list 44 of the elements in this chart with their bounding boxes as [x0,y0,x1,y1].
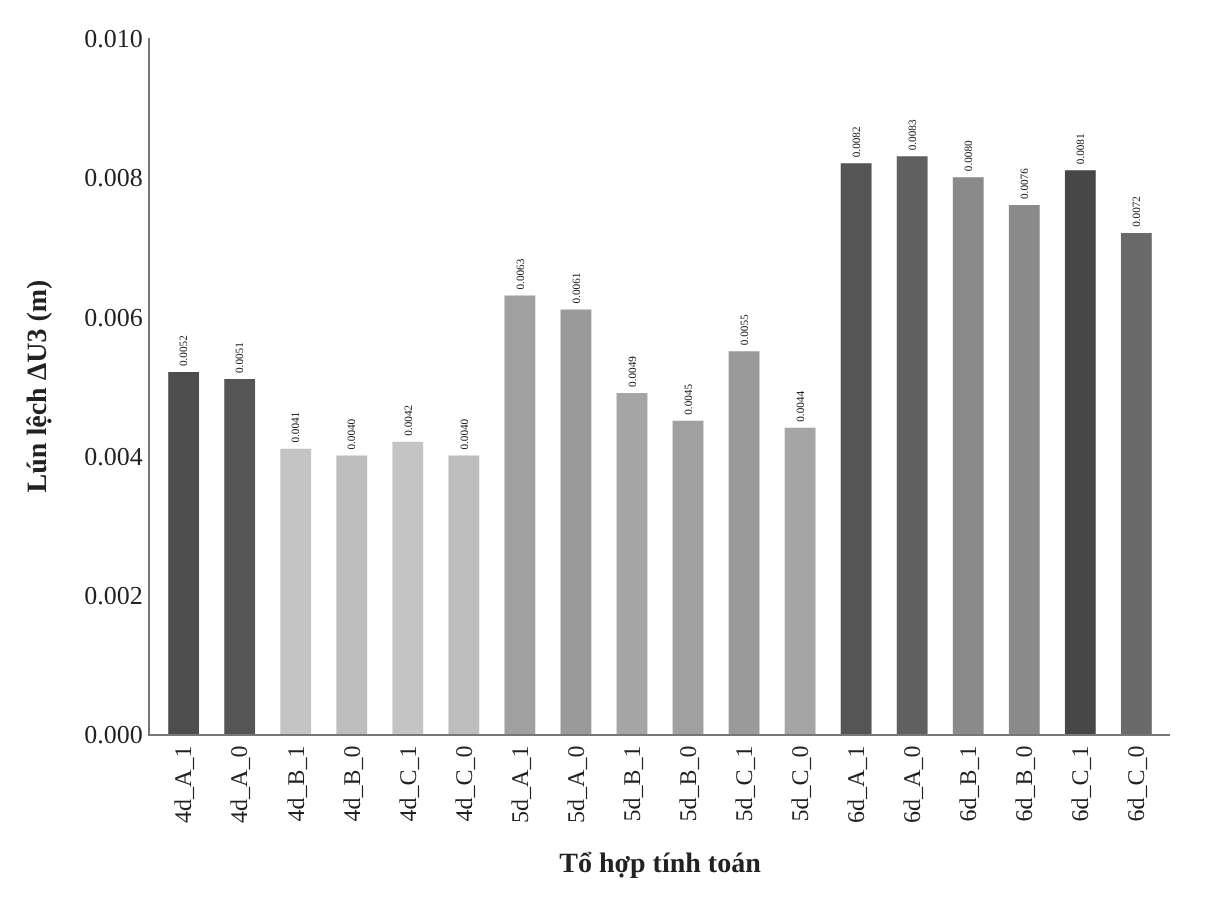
x-tick-label: 5d_B_1 [617,745,646,822]
x-tick-label: 4d_A_0 [225,745,254,823]
bar [1064,170,1096,734]
x-tick-label: 6d_B_1 [954,745,983,822]
bar [224,379,256,734]
x-tick-label: 4d_C_1 [393,745,422,822]
y-axis-title: Lún lệch ΔU3 (m) [23,278,54,493]
bar [336,455,368,734]
x-tick-label: 5d_C_1 [729,745,758,822]
bar [448,455,480,734]
x-tick-label: 5d_A_0 [561,745,590,823]
bar [840,163,872,734]
x-tick-label: 5d_A_1 [505,745,534,823]
y-tick-label: 0.004 [84,440,144,471]
bar [672,420,704,734]
bar [784,427,816,734]
y-tick-label: 0.008 [84,162,143,193]
bar [168,372,200,734]
bar [504,295,536,734]
x-tick-label: 4d_B_0 [337,745,366,822]
bar [560,309,592,734]
bar [280,448,312,734]
bar [616,392,648,734]
bar [896,156,928,734]
x-tick-label: 4d_C_0 [449,745,478,822]
bar [952,177,984,734]
x-tick-label: 6d_A_1 [841,745,870,823]
x-tick-label: 6d_C_0 [1122,745,1151,822]
x-tick-label: 4d_B_1 [281,745,310,822]
x-tick-label: 6d_A_0 [898,745,926,823]
bar [1008,205,1040,734]
bar [1120,232,1152,734]
x-tick-label: 5d_C_0 [785,745,814,822]
y-tick-label: 0.010 [84,23,143,54]
x-tick-label: 5d_B_0 [673,745,702,822]
bar [728,351,760,734]
y-tick-label: 0.006 [84,301,144,332]
x-tick-label: 4d_A_1 [169,745,198,823]
y-tick-label: 0.002 [84,579,143,610]
bar [392,441,424,734]
x-tick-label: 6d_C_1 [1066,745,1095,822]
x-tick-label: 6d_B_0 [1010,745,1039,822]
x-axis-title: Tổ hợp tính toán [559,849,762,880]
y-tick-label: 0.000 [84,719,143,750]
